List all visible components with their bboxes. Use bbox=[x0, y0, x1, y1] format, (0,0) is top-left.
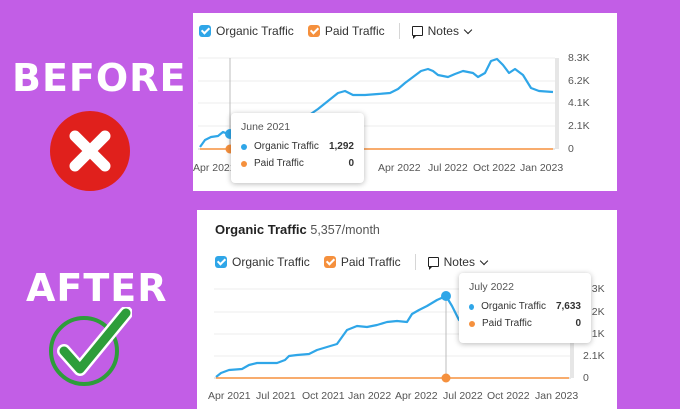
x-tick: Oct 2022 bbox=[473, 162, 516, 174]
organic-dot-icon bbox=[241, 143, 247, 150]
after-notes-dropdown[interactable]: Notes bbox=[427, 255, 489, 270]
before-tooltip: June 2021 Organic Traffic 1,292 Paid Traf… bbox=[231, 113, 364, 183]
check-icon bbox=[49, 307, 132, 386]
chart-title: Organic Traffic 5,357/month bbox=[215, 222, 380, 237]
after-tooltip: July 2022 Organic Traffic 7,633 Paid Traf… bbox=[459, 273, 591, 343]
tooltip-paid-value: 0 bbox=[575, 318, 581, 329]
y-tick: 6.2K bbox=[568, 75, 590, 87]
y-tick: 8.3K bbox=[568, 52, 590, 64]
legend-organic-label: Organic Traffic bbox=[216, 24, 294, 38]
y-tick: 2.1K bbox=[568, 120, 590, 132]
tooltip-paid-row: Paid Traffic 0 bbox=[469, 318, 581, 329]
y-tick: 0 bbox=[583, 372, 589, 384]
paid-dot-icon bbox=[469, 320, 475, 327]
legend-paid-label: Paid Traffic bbox=[340, 255, 401, 269]
x-tick: Oct 2022 bbox=[487, 390, 530, 402]
x-tick: Jan 2023 bbox=[535, 390, 578, 402]
checkbox-icon bbox=[323, 256, 336, 268]
tooltip-organic-row: Organic Traffic 1,292 bbox=[241, 141, 354, 152]
before-paid-toggle[interactable]: Paid Traffic bbox=[307, 24, 385, 38]
cross-icon bbox=[50, 111, 130, 191]
notes-icon bbox=[427, 257, 439, 270]
legend-paid-label: Paid Traffic bbox=[324, 24, 385, 38]
notes-label: Notes bbox=[427, 24, 459, 38]
y-tick: 0 bbox=[568, 143, 574, 155]
x-tick: Oct 2021 bbox=[302, 390, 345, 402]
x-tick: Jul 2021 bbox=[256, 390, 296, 402]
x-tick: Jan 2022 bbox=[348, 390, 391, 402]
after-chart-panel: Organic Traffic 5,357/month Organic Traf… bbox=[197, 210, 617, 409]
notes-icon bbox=[411, 26, 423, 39]
checkbox-icon bbox=[199, 25, 211, 37]
after-organic-toggle[interactable]: Organic Traffic bbox=[215, 255, 310, 269]
tooltip-paid-label: Paid Traffic bbox=[482, 318, 532, 329]
tooltip-organic-row: Organic Traffic 7,633 bbox=[469, 301, 581, 312]
organic-dot-icon bbox=[469, 303, 475, 310]
tooltip-paid-label: Paid Traffic bbox=[254, 158, 304, 169]
checkbox-icon bbox=[215, 256, 227, 268]
x-tick: Jul 2022 bbox=[428, 162, 468, 174]
before-organic-toggle[interactable]: Organic Traffic bbox=[199, 24, 294, 38]
x-tick: Apr 2022 bbox=[395, 390, 438, 402]
x-tick: Jul 2022 bbox=[443, 390, 483, 402]
chart-title-text: Organic Traffic bbox=[215, 222, 307, 237]
chart-subtitle: 5,357/month bbox=[310, 223, 380, 237]
x-tick: Jan 2023 bbox=[520, 162, 563, 174]
tooltip-organic-label: Organic Traffic bbox=[254, 141, 319, 152]
legend-divider bbox=[414, 254, 416, 270]
y-tick: 4.1K bbox=[568, 97, 590, 109]
tooltip-date: June 2021 bbox=[241, 121, 291, 133]
x-tick: Apr 2022 bbox=[378, 162, 421, 174]
x-tick: Apr 2021 bbox=[208, 390, 251, 402]
checkbox-icon bbox=[307, 25, 320, 37]
legend-divider bbox=[398, 23, 400, 39]
before-chart-panel: Organic Traffic Paid Traffic Notes 8.3K … bbox=[193, 13, 617, 191]
tooltip-paid-value: 0 bbox=[348, 158, 354, 169]
y-tick: 2.1K bbox=[583, 350, 605, 362]
tooltip-paid-row: Paid Traffic 0 bbox=[241, 158, 354, 169]
tooltip-organic-value: 7,633 bbox=[555, 301, 581, 312]
before-label: BEFORE bbox=[12, 56, 187, 100]
after-label: AFTER bbox=[26, 266, 168, 310]
notes-label: Notes bbox=[443, 255, 475, 269]
paid-dot-icon bbox=[241, 160, 247, 167]
x-tick: Apr 2021 bbox=[193, 162, 236, 174]
before-notes-dropdown[interactable]: Notes bbox=[411, 24, 473, 39]
after-paid-toggle[interactable]: Paid Traffic bbox=[323, 255, 401, 269]
tooltip-date: July 2022 bbox=[469, 281, 514, 293]
tooltip-organic-label: Organic Traffic bbox=[481, 301, 546, 312]
after-legend: Organic Traffic Paid Traffic Notes bbox=[215, 254, 501, 270]
legend-organic-label: Organic Traffic bbox=[232, 255, 310, 269]
before-legend: Organic Traffic Paid Traffic Notes bbox=[199, 23, 485, 39]
tooltip-organic-value: 1,292 bbox=[328, 141, 354, 152]
